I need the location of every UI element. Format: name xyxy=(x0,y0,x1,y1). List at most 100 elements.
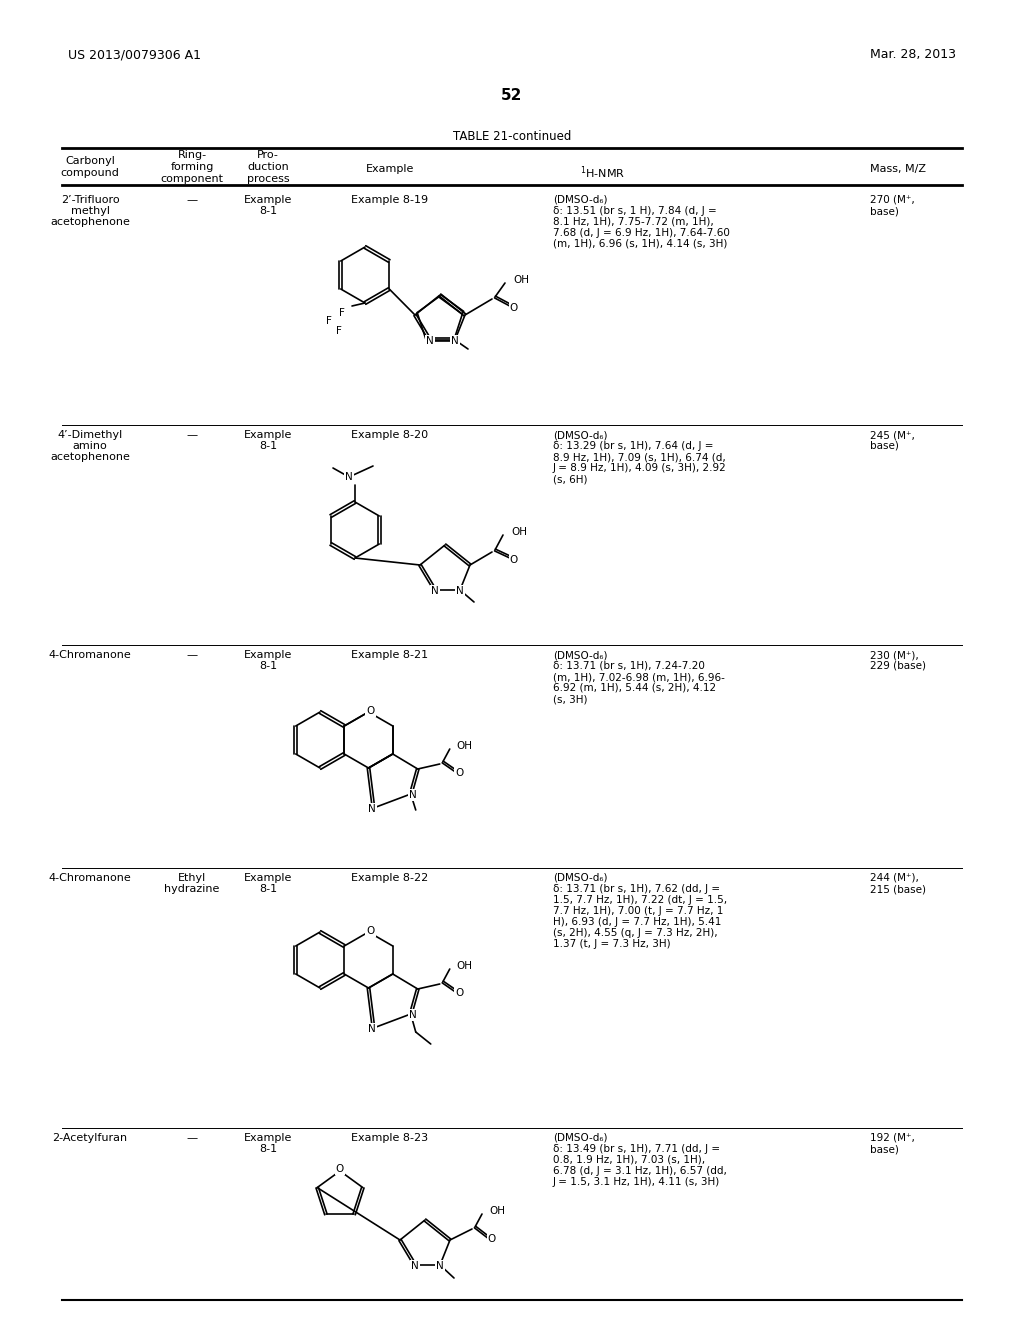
Text: 0.8, 1.9 Hz, 1H), 7.03 (s, 1H),: 0.8, 1.9 Hz, 1H), 7.03 (s, 1H), xyxy=(553,1155,706,1166)
Text: O: O xyxy=(487,1234,496,1243)
Text: —: — xyxy=(186,1133,198,1143)
Text: 244 (M⁺),: 244 (M⁺), xyxy=(870,873,919,883)
Text: methyl: methyl xyxy=(71,206,110,216)
Text: (DMSO-d₆): (DMSO-d₆) xyxy=(553,430,607,440)
Text: (s, 6H): (s, 6H) xyxy=(553,474,588,484)
Text: 8-1: 8-1 xyxy=(259,661,278,671)
Text: Example: Example xyxy=(244,873,292,883)
Text: Example 8-23: Example 8-23 xyxy=(351,1133,429,1143)
Text: OH: OH xyxy=(489,1206,505,1216)
Text: 8-1: 8-1 xyxy=(259,441,278,451)
Text: 4’-Dimethyl: 4’-Dimethyl xyxy=(57,430,123,440)
Text: 2-Acetylfuran: 2-Acetylfuran xyxy=(52,1133,128,1143)
Text: O: O xyxy=(367,706,375,715)
Text: 2’-Trifluoro: 2’-Trifluoro xyxy=(60,195,120,205)
Text: forming: forming xyxy=(170,162,214,172)
Text: N: N xyxy=(426,337,434,346)
Text: O: O xyxy=(456,768,464,777)
Text: —: — xyxy=(186,430,198,440)
Text: Example 8-19: Example 8-19 xyxy=(351,195,429,205)
Text: base): base) xyxy=(870,441,899,451)
Text: N: N xyxy=(452,337,459,346)
Text: (m, 1H), 6.96 (s, 1H), 4.14 (s, 3H): (m, 1H), 6.96 (s, 1H), 4.14 (s, 3H) xyxy=(553,239,727,249)
Text: (s, 3H): (s, 3H) xyxy=(553,694,588,704)
Text: 245 (M⁺,: 245 (M⁺, xyxy=(870,430,914,440)
Text: (DMSO-d₆): (DMSO-d₆) xyxy=(553,649,607,660)
Text: Carbonyl: Carbonyl xyxy=(66,156,115,166)
Text: δ: 13.71 (br s, 1H), 7.62 (dd, J =: δ: 13.71 (br s, 1H), 7.62 (dd, J = xyxy=(553,884,720,894)
Text: (DMSO-d₆): (DMSO-d₆) xyxy=(553,1133,607,1143)
Text: N: N xyxy=(456,586,464,597)
Text: OH: OH xyxy=(511,527,527,537)
Text: Example: Example xyxy=(244,649,292,660)
Text: 8-1: 8-1 xyxy=(259,1144,278,1154)
Text: F: F xyxy=(326,315,332,326)
Text: hydrazine: hydrazine xyxy=(164,884,220,894)
Text: N: N xyxy=(431,586,439,597)
Text: $^{1}$H-NMR: $^{1}$H-NMR xyxy=(580,164,625,181)
Text: N: N xyxy=(368,1024,376,1034)
Text: Example: Example xyxy=(244,430,292,440)
Text: (s, 2H), 4.55 (q, J = 7.3 Hz, 2H),: (s, 2H), 4.55 (q, J = 7.3 Hz, 2H), xyxy=(553,928,718,939)
Text: 52: 52 xyxy=(502,88,522,103)
Text: process: process xyxy=(247,174,290,183)
Text: Example: Example xyxy=(244,195,292,205)
Text: 6.92 (m, 1H), 5.44 (s, 2H), 4.12: 6.92 (m, 1H), 5.44 (s, 2H), 4.12 xyxy=(553,682,716,693)
Text: Example: Example xyxy=(244,1133,292,1143)
Text: N: N xyxy=(345,473,353,482)
Text: 4-Chromanone: 4-Chromanone xyxy=(48,873,131,883)
Text: Ring-: Ring- xyxy=(177,150,207,160)
Text: amino: amino xyxy=(73,441,108,451)
Text: US 2013/0079306 A1: US 2013/0079306 A1 xyxy=(68,48,201,61)
Text: F: F xyxy=(336,326,342,337)
Text: OH: OH xyxy=(457,961,473,972)
Text: 215 (base): 215 (base) xyxy=(870,884,926,894)
Text: F: F xyxy=(339,308,345,318)
Text: OH: OH xyxy=(513,275,529,285)
Text: Pro-: Pro- xyxy=(257,150,279,160)
Text: O: O xyxy=(456,987,464,998)
Text: Mar. 28, 2013: Mar. 28, 2013 xyxy=(870,48,956,61)
Text: 4-Chromanone: 4-Chromanone xyxy=(48,649,131,660)
Text: Example 8-22: Example 8-22 xyxy=(351,873,429,883)
Text: 8.9 Hz, 1H), 7.09 (s, 1H), 6.74 (d,: 8.9 Hz, 1H), 7.09 (s, 1H), 6.74 (d, xyxy=(553,451,726,462)
Text: 8-1: 8-1 xyxy=(259,884,278,894)
Text: N: N xyxy=(409,789,417,800)
Text: O: O xyxy=(336,1164,344,1173)
Text: N: N xyxy=(409,1010,417,1020)
Text: component: component xyxy=(161,174,223,183)
Text: J = 8.9 Hz, 1H), 4.09 (s, 3H), 2.92: J = 8.9 Hz, 1H), 4.09 (s, 3H), 2.92 xyxy=(553,463,727,473)
Text: N: N xyxy=(411,1261,419,1271)
Text: N: N xyxy=(436,1261,443,1271)
Text: Example 8-21: Example 8-21 xyxy=(351,649,429,660)
Text: base): base) xyxy=(870,206,899,216)
Text: 8-1: 8-1 xyxy=(259,206,278,216)
Text: O: O xyxy=(510,304,518,313)
Text: δ: 13.51 (br s, 1 H), 7.84 (d, J =: δ: 13.51 (br s, 1 H), 7.84 (d, J = xyxy=(553,206,717,216)
Text: 7.7 Hz, 1H), 7.00 (t, J = 7.7 Hz, 1: 7.7 Hz, 1H), 7.00 (t, J = 7.7 Hz, 1 xyxy=(553,906,723,916)
Text: base): base) xyxy=(870,1144,899,1154)
Text: 270 (M⁺,: 270 (M⁺, xyxy=(870,195,914,205)
Text: OH: OH xyxy=(457,741,473,751)
Text: 1.5, 7.7 Hz, 1H), 7.22 (dt, J = 1.5,: 1.5, 7.7 Hz, 1H), 7.22 (dt, J = 1.5, xyxy=(553,895,727,906)
Text: O: O xyxy=(367,927,375,936)
Text: —: — xyxy=(186,649,198,660)
Text: δ: 13.29 (br s, 1H), 7.64 (d, J =: δ: 13.29 (br s, 1H), 7.64 (d, J = xyxy=(553,441,714,451)
Text: 8.1 Hz, 1H), 7.75-7.72 (m, 1H),: 8.1 Hz, 1H), 7.75-7.72 (m, 1H), xyxy=(553,216,714,227)
Text: 230 (M⁺),: 230 (M⁺), xyxy=(870,649,919,660)
Text: J = 1.5, 3.1 Hz, 1H), 4.11 (s, 3H): J = 1.5, 3.1 Hz, 1H), 4.11 (s, 3H) xyxy=(553,1177,720,1187)
Text: Example: Example xyxy=(366,164,414,174)
Text: 192 (M⁺,: 192 (M⁺, xyxy=(870,1133,914,1143)
Text: acetophenone: acetophenone xyxy=(50,451,130,462)
Text: H), 6.93 (d, J = 7.7 Hz, 1H), 5.41: H), 6.93 (d, J = 7.7 Hz, 1H), 5.41 xyxy=(553,917,721,927)
Text: N: N xyxy=(368,804,376,814)
Text: O: O xyxy=(510,554,518,565)
Text: δ: 13.49 (br s, 1H), 7.71 (dd, J =: δ: 13.49 (br s, 1H), 7.71 (dd, J = xyxy=(553,1144,720,1154)
Text: —: — xyxy=(186,195,198,205)
Text: duction: duction xyxy=(247,162,289,172)
Text: (m, 1H), 7.02-6.98 (m, 1H), 6.96-: (m, 1H), 7.02-6.98 (m, 1H), 6.96- xyxy=(553,672,725,682)
Text: acetophenone: acetophenone xyxy=(50,216,130,227)
Text: 1.37 (t, J = 7.3 Hz, 3H): 1.37 (t, J = 7.3 Hz, 3H) xyxy=(553,939,671,949)
Text: compound: compound xyxy=(60,168,120,178)
Text: 6.78 (d, J = 3.1 Hz, 1H), 6.57 (dd,: 6.78 (d, J = 3.1 Hz, 1H), 6.57 (dd, xyxy=(553,1166,727,1176)
